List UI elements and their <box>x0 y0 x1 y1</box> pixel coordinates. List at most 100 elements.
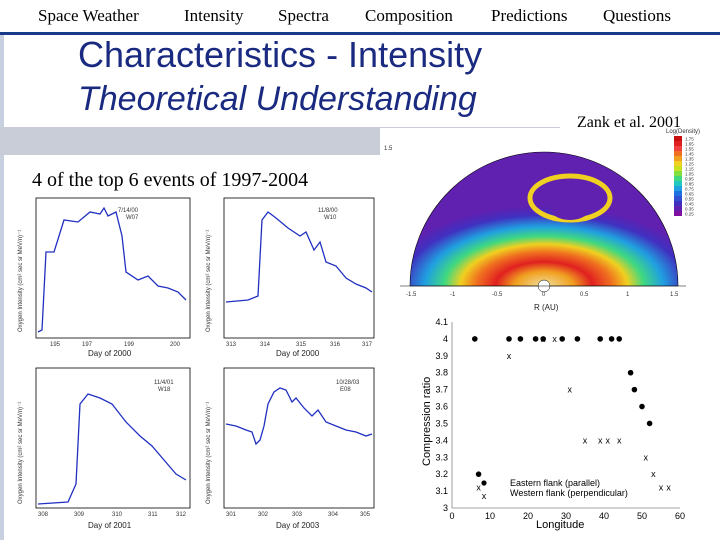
panel-3-source: W18 <box>158 387 171 393</box>
colorbar-label: 0.85 <box>685 182 694 187</box>
colorbar-swatch <box>674 161 682 166</box>
colorbar-swatch <box>674 156 682 161</box>
panel-4-xtick: 304 <box>328 512 339 518</box>
panel-4-xtick: 305 <box>360 512 371 518</box>
eastern-flank-point <box>627 369 634 376</box>
panel-1-ylabel: Oxygen Intensity (cm² sec sr MeV/n)⁻¹ <box>18 230 24 332</box>
western-flank-point: x <box>507 351 512 361</box>
legend-eastern-marker <box>481 480 487 486</box>
panel-4-xtick: 303 <box>292 512 303 518</box>
y-tick-label: 3 <box>443 503 448 513</box>
nav-item-composition[interactable]: Composition <box>365 6 453 25</box>
colorbar-label: 1.05 <box>685 172 694 177</box>
panel-3-xtick: 308 <box>38 512 49 518</box>
compression-ratio-chart: Compression ratio Longitude 0 10 20 30 40 50 6… <box>400 316 718 538</box>
x-tick-label: 10 <box>485 511 495 521</box>
panel-1-source: W07 <box>126 215 139 221</box>
eastern-flank-point <box>616 336 622 342</box>
panel-2-trace <box>225 211 373 303</box>
scatter-xlabel: Longitude <box>536 519 584 531</box>
panel-2-xlabel: Day of 2000 <box>276 349 320 358</box>
panel-2-xtick: 314 <box>260 342 271 348</box>
western-flank-point: x <box>552 334 557 344</box>
panel-4-source: E08 <box>340 387 351 393</box>
western-flank-point: x <box>541 334 546 344</box>
y-tick-label: 4.1 <box>435 317 448 327</box>
y-tick-label: 3.7 <box>435 385 448 395</box>
colorbar-label: 0.35 <box>685 207 694 212</box>
panel-3-trace <box>37 393 187 505</box>
panel-4-xtick: 301 <box>226 512 237 518</box>
panel-2-xtick: 316 <box>330 342 341 348</box>
western-flank-point: x <box>583 435 588 445</box>
slide-title: Characteristics - Intensity <box>78 34 483 75</box>
density-simulation-plot: 1.5 -1.5 -1 -0.5 0 0.5 1 1.5 R (AU) Log(… <box>380 128 716 318</box>
colorbar-swatch <box>674 201 682 206</box>
eastern-flank-point <box>472 336 478 342</box>
citation: Zank et al. 2001 <box>577 114 681 131</box>
colorbar-label: 0.65 <box>685 192 694 197</box>
panel-4-xtick: 302 <box>258 512 269 518</box>
colorbar-label: 1.25 <box>685 162 694 167</box>
colorbar-swatch <box>674 186 682 191</box>
colorbar-swatch <box>674 196 682 201</box>
colorbar-title: Log(Density) <box>666 129 700 135</box>
x-tick-label: 60 <box>675 511 685 521</box>
legend-eastern-label: Eastern flank (parallel) <box>510 478 600 488</box>
top-navigation: Space Weather Intensity Spectra Composit… <box>0 0 720 34</box>
eastern-flank-point <box>506 336 512 342</box>
panel-1-trace <box>37 206 187 333</box>
panel-3-event: 11/4/01 <box>154 380 174 386</box>
nav-item-predictions[interactable]: Predictions <box>491 6 568 25</box>
y-tick-label: 3.8 <box>435 368 448 378</box>
colorbar-label: 1.55 <box>685 147 694 152</box>
y-tick-label: 3.5 <box>435 418 448 428</box>
panel-2-xtick: 313 <box>226 342 237 348</box>
western-flank-point: x <box>666 483 671 493</box>
panel-1-xtick: 200 <box>170 342 181 348</box>
colorbar-label: 0.75 <box>685 187 694 192</box>
intensity-panel-4: 10/28/03 E08 301 302 303 304 305 Day of … <box>196 364 382 536</box>
eastern-flank-point <box>517 336 524 342</box>
panel-3-xtick: 309 <box>74 512 85 518</box>
colorbar-swatch <box>674 206 682 211</box>
scatter-ylabel: Compression ratio <box>421 377 433 466</box>
colorbar-swatch <box>674 176 682 181</box>
slide-subtitle: Theoretical Understanding <box>78 80 477 118</box>
colorbar-swatch <box>674 181 682 186</box>
panel-3-xtick: 312 <box>176 512 187 518</box>
slide-caption: 4 of the top 6 events of 1997-2004 <box>32 169 309 191</box>
western-flank-point: x <box>476 483 481 493</box>
eastern-flank-point <box>532 336 539 342</box>
colorbar-swatch <box>674 141 682 146</box>
intensity-panel-2: 11/8/00 W10 313 314 315 316 317 Day of 2… <box>196 192 382 362</box>
y-tick-label: 3.9 <box>435 351 448 361</box>
density-xtick: 1.5 <box>670 292 679 298</box>
panel-2-event: 11/8/00 <box>318 208 338 214</box>
panel-2-source: W10 <box>324 215 337 221</box>
nav-item-intensity[interactable]: Intensity <box>184 6 244 25</box>
density-semicircle <box>409 151 679 287</box>
nav-item-spectra[interactable]: Spectra <box>278 6 329 25</box>
panel-4-event: 10/28/03 <box>336 380 360 386</box>
y-tick-label: 3.4 <box>435 435 448 445</box>
panel-4-trace <box>225 387 373 446</box>
panel-1-xlabel: Day of 2000 <box>88 349 132 358</box>
x-tick-label: 50 <box>637 511 647 521</box>
density-colorbar: Log(Density) 1.751.651.551.451.351.251.15… <box>666 129 700 217</box>
left-accent-bar <box>0 35 4 540</box>
panel-2-ylabel: Oxygen Intensity (cm² sec sr MeV/n)⁻¹ <box>206 230 212 332</box>
nav-item-space-weather[interactable]: Space Weather <box>38 6 139 25</box>
colorbar-label: 1.15 <box>685 167 694 172</box>
colorbar-label: 0.25 <box>685 212 694 217</box>
panel-1-xtick: 199 <box>124 342 135 348</box>
panel-3-xlabel: Day of 2001 <box>88 521 132 530</box>
colorbar-label: 0.55 <box>685 197 694 202</box>
density-xtick: -0.5 <box>492 292 503 298</box>
density-xtick: 0 <box>542 292 546 298</box>
panel-3-ylabel: Oxygen Intensity (cm² sec sr MeV/n)⁻¹ <box>18 402 24 504</box>
eastern-flank-point <box>475 471 482 477</box>
nav-item-questions[interactable]: Questions <box>603 6 671 25</box>
panel-3-xtick: 311 <box>148 512 158 518</box>
legend-western-marker: x <box>482 491 487 501</box>
